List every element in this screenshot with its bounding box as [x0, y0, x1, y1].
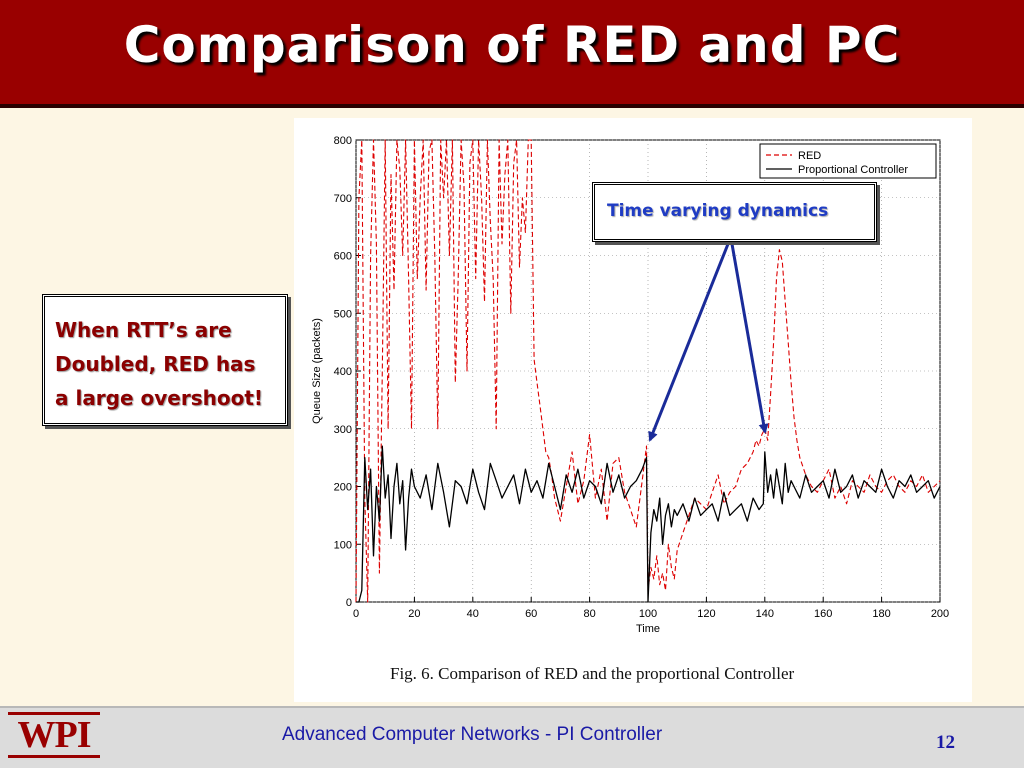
- series-line-proportional-controller: [356, 445, 941, 603]
- y-tick-label: 500: [334, 308, 352, 320]
- x-tick-label: 200: [931, 608, 949, 620]
- rtt-callout-line-3: a large overshoot!: [55, 386, 264, 410]
- legend-label: Proportional Controller: [798, 164, 908, 176]
- x-axis-label: Time: [636, 623, 660, 635]
- legend-label: RED: [798, 150, 821, 162]
- rtt-callout-line-2: Doubled, RED has: [55, 352, 256, 376]
- y-tick-label: 300: [334, 424, 352, 436]
- time-varying-callout-text: Time varying dynamics: [607, 201, 829, 221]
- x-tick-label: 60: [525, 608, 537, 620]
- footer-bar: [0, 706, 1024, 768]
- x-tick-label: 140: [756, 608, 774, 620]
- rtt-callout-line-1: When RTT’s are: [55, 318, 232, 342]
- y-tick-label: 600: [334, 251, 352, 263]
- footer-course-title: Advanced Computer Networks - PI Controll…: [282, 724, 663, 745]
- y-tick-label: 700: [334, 193, 352, 205]
- slide-title: Comparison of RED and PC: [123, 16, 901, 74]
- y-axis-label: Queue Size (packets): [311, 318, 323, 424]
- x-tick-label: 100: [639, 608, 657, 620]
- x-tick-label: 20: [408, 608, 420, 620]
- x-tick-label: 0: [353, 608, 359, 620]
- wpi-logo: WPI: [8, 712, 100, 758]
- y-tick-label: 100: [334, 539, 352, 551]
- rtt-callout-box: When RTT’s are Doubled, RED has a large …: [42, 294, 288, 426]
- y-tick-label: 800: [334, 135, 352, 147]
- x-tick-label: 120: [697, 608, 715, 620]
- x-tick-label: 40: [467, 608, 479, 620]
- figure-caption: Fig. 6. Comparison of RED and the propor…: [390, 664, 795, 683]
- x-tick-label: 160: [814, 608, 832, 620]
- wpi-logo-text: WPI: [17, 714, 92, 756]
- x-tick-label: 80: [583, 608, 595, 620]
- y-tick-label: 0: [346, 597, 352, 609]
- y-tick-label: 400: [334, 366, 352, 378]
- time-varying-callout-box: Time varying dynamics: [592, 182, 877, 242]
- page-number: 12: [936, 732, 955, 753]
- y-tick-label: 200: [334, 482, 352, 494]
- x-tick-label: 180: [872, 608, 890, 620]
- title-bar: [0, 0, 1024, 108]
- legend-box: [759, 143, 937, 179]
